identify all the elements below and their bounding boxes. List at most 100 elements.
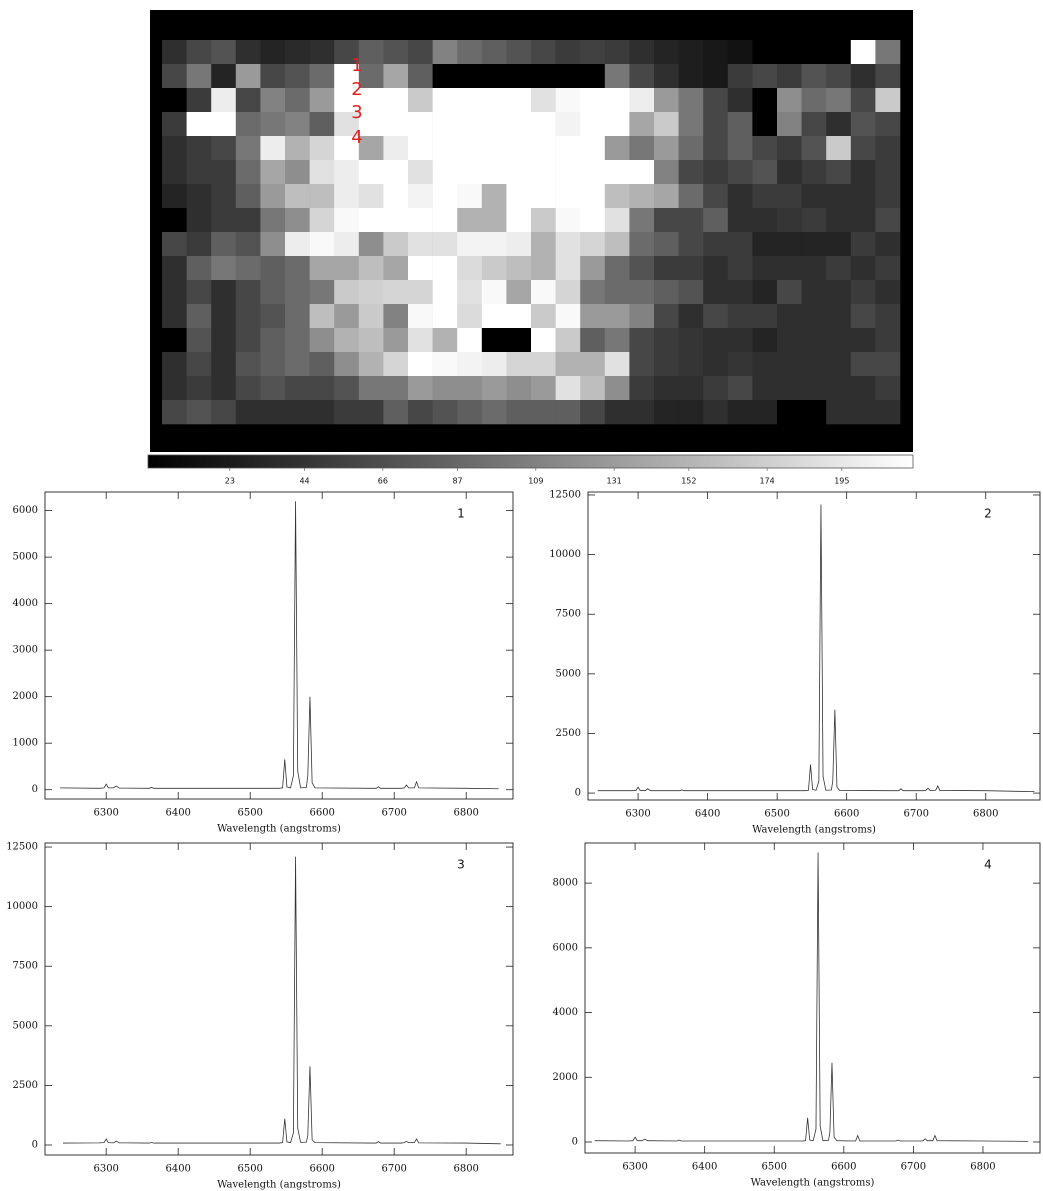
heatmap-cell: [506, 232, 531, 256]
heatmap-cell: [826, 328, 851, 352]
heatmap-cell: [187, 352, 212, 376]
heatmap-cell: [334, 280, 359, 304]
heatmap-cell: [334, 256, 359, 280]
heatmap-cell: [457, 376, 482, 400]
heatmap-cell: [580, 376, 605, 400]
spectrum-panel: 6300640065006600670068000100020003000400…: [13, 492, 513, 835]
heatmap-cell: [703, 136, 728, 160]
heatmap-cell: [359, 400, 384, 424]
heatmap-cell: [679, 328, 704, 352]
heatmap-cell: [359, 256, 384, 280]
heatmap-cell: [457, 88, 482, 112]
heatmap-cell: [211, 40, 236, 64]
heatmap-cell: [531, 304, 556, 328]
heatmap-cell: [703, 376, 728, 400]
x-tick-label: 6700: [901, 1162, 926, 1173]
heatmap-cell: [679, 88, 704, 112]
heatmap-cell: [433, 280, 458, 304]
heatmap-cell: [802, 232, 827, 256]
x-tick-label: 6400: [692, 1162, 717, 1173]
y-tick-label: 6000: [553, 942, 578, 953]
heatmap-cell: [875, 328, 900, 352]
heatmap-cell: [211, 400, 236, 424]
x-tick-label: 6600: [309, 1164, 334, 1175]
heatmap-cell: [187, 280, 212, 304]
heatmap-cell: [383, 256, 408, 280]
heatmap-cell: [334, 376, 359, 400]
heatmap-cell: [482, 304, 507, 328]
heatmap-cell: [457, 352, 482, 376]
heatmap-cell: [629, 112, 654, 136]
heatmap-cell: [752, 88, 777, 112]
heatmap-cell: [531, 328, 556, 352]
heatmap-cell: [236, 232, 261, 256]
heatmap-cell: [605, 232, 630, 256]
heatmap-cell: [310, 112, 335, 136]
y-tick-label: 2500: [13, 1080, 38, 1091]
heatmap-cell: [162, 40, 187, 64]
heatmap-cell: [310, 208, 335, 232]
heatmap-cell: [383, 64, 408, 88]
heatmap-cell: [285, 88, 310, 112]
colorbar-tick-label: 131: [606, 477, 621, 486]
heatmap-cell: [457, 400, 482, 424]
y-tick-label: 8000: [553, 878, 578, 889]
heatmap-cell: [875, 184, 900, 208]
plot-frame: [45, 843, 513, 1155]
y-tick-label: 2500: [556, 728, 581, 739]
heatmap-cell: [777, 40, 802, 64]
heatmap-cell: [752, 112, 777, 136]
colorbar-tick-label: 174: [759, 477, 774, 486]
heatmap-cell: [679, 184, 704, 208]
heatmap-cell: [433, 64, 458, 88]
heatmap-cell: [851, 328, 876, 352]
heatmap-cell: [605, 208, 630, 232]
heatmap-cell: [506, 64, 531, 88]
heatmap-cell: [851, 304, 876, 328]
heatmap-cell: [236, 136, 261, 160]
heatmap-cell: [531, 88, 556, 112]
heatmap-cell: [285, 400, 310, 424]
heatmap-cell: [777, 352, 802, 376]
heatmap-cell: [826, 160, 851, 184]
heatmap-cell: [802, 328, 827, 352]
heatmap-cell: [162, 208, 187, 232]
heatmap-cell: [802, 88, 827, 112]
y-tick-label: 7500: [13, 961, 38, 972]
heatmap-cell: [654, 232, 679, 256]
heatmap-cell: [802, 280, 827, 304]
heatmap-cell: [777, 184, 802, 208]
x-tick-label: 6500: [762, 1162, 787, 1173]
heatmap-cell: [408, 400, 433, 424]
heatmap-cell: [506, 40, 531, 64]
heatmap-cell: [802, 160, 827, 184]
heatmap-cell: [679, 64, 704, 88]
heatmap-cell: [728, 112, 753, 136]
heatmap-cell: [260, 160, 285, 184]
heatmap-cell: [457, 64, 482, 88]
heatmap-cell: [260, 40, 285, 64]
heatmap-cell: [629, 184, 654, 208]
heatmap-cell: [875, 64, 900, 88]
heatmap-cell: [654, 136, 679, 160]
panel-label: 3: [457, 858, 465, 872]
heatmap-cell: [556, 304, 581, 328]
heatmap-cell: [556, 40, 581, 64]
heatmap-cell: [310, 64, 335, 88]
heatmap-cell: [654, 280, 679, 304]
y-tick-label: 12500: [549, 489, 581, 500]
colorbar-tick-label: 109: [528, 477, 543, 486]
heatmap-cell: [236, 184, 261, 208]
heatmap-cell: [875, 232, 900, 256]
heatmap-cell: [211, 64, 236, 88]
heatmap-cell: [679, 280, 704, 304]
heatmap-cell: [851, 64, 876, 88]
region-label: 3: [351, 102, 362, 123]
heatmap-cell: [703, 40, 728, 64]
heatmap-cell: [777, 160, 802, 184]
spectrum-line: [60, 501, 498, 788]
x-axis-label: Wavelength (angstroms): [752, 825, 876, 836]
heatmap-cell: [457, 112, 482, 136]
heatmap-cell: [162, 256, 187, 280]
x-tick-label: 6300: [93, 1164, 118, 1175]
